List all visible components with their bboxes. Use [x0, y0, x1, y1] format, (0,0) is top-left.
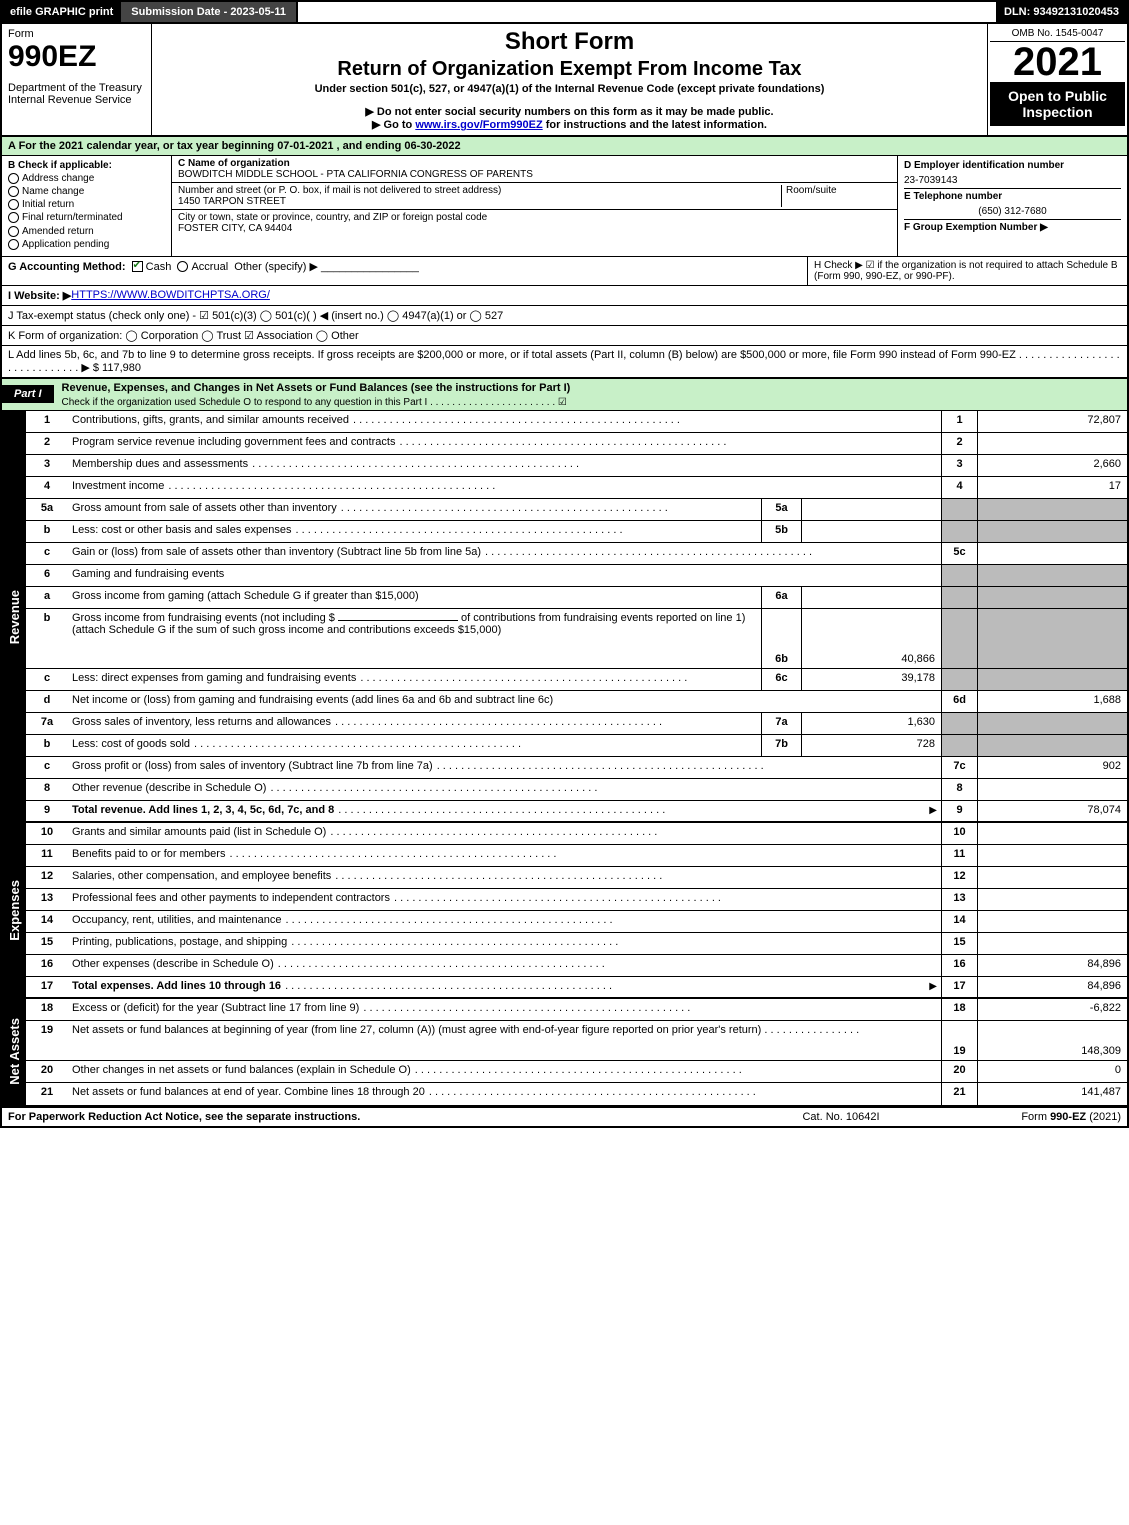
val-2 [977, 433, 1127, 454]
part1-header: Part I Revenue, Expenses, and Changes in… [0, 379, 1129, 411]
C-name-label: C Name of organization [178, 158, 891, 169]
footer-left: For Paperwork Reduction Act Notice, see … [8, 1111, 741, 1123]
side-expenses: Expenses [2, 823, 26, 999]
E-phone-label: E Telephone number [904, 188, 1121, 204]
expenses-section: Expenses 10Grants and similar amounts pa… [0, 823, 1129, 999]
website-link[interactable]: HTTPS://WWW.BOWDITCHPTSA.ORG/ [71, 289, 270, 302]
part1-title: Revenue, Expenses, and Changes in Net As… [62, 379, 1127, 397]
val-12 [977, 867, 1127, 888]
G-label: G Accounting Method: [8, 261, 126, 273]
chk-address-change[interactable]: Address change [8, 173, 165, 184]
val-3: 2,660 [977, 455, 1127, 476]
row-I: I Website: ▶ HTTPS://WWW.BOWDITCHPTSA.OR… [0, 286, 1129, 306]
room-suite-label: Room/suite [781, 185, 891, 207]
chk-name-change[interactable]: Name change [8, 186, 165, 197]
street-value: 1450 TARPON STREET [178, 196, 781, 207]
val-7a: 1,630 [801, 713, 941, 734]
efile-print-label: efile GRAPHIC print [2, 2, 121, 22]
val-10 [977, 823, 1127, 844]
subtitle-1: Under section 501(c), 527, or 4947(a)(1)… [158, 83, 981, 95]
val-8 [977, 779, 1127, 800]
H-text: H Check ▶ ☑ if the organization is not r… [807, 257, 1127, 285]
val-15 [977, 933, 1127, 954]
chk-application-pending[interactable]: Application pending [8, 239, 165, 250]
row-J: J Tax-exempt status (check only one) - ☑… [0, 306, 1129, 326]
val-21: 141,487 [977, 1083, 1127, 1105]
line-A: A For the 2021 calendar year, or tax yea… [0, 137, 1129, 156]
dept-treasury: Department of the Treasury [8, 82, 145, 94]
I-label: I Website: ▶ [8, 289, 71, 302]
val-18: -6,822 [977, 999, 1127, 1020]
row-GH: G Accounting Method: Cash Accrual Other … [0, 257, 1129, 286]
D-ein-label: D Employer identification number [904, 158, 1121, 173]
page-footer: For Paperwork Reduction Act Notice, see … [0, 1107, 1129, 1128]
phone-value: (650) 312-7680 [904, 204, 1121, 219]
street-label: Number and street (or P. O. box, if mail… [178, 185, 781, 196]
F-group-exempt: F Group Exemption Number ▶ [904, 219, 1121, 235]
dept-irs: Internal Revenue Service [8, 94, 145, 106]
city-label: City or town, state or province, country… [178, 212, 891, 223]
val-9: 78,074 [977, 801, 1127, 821]
part1-label: Part I [2, 385, 54, 403]
col-C: C Name of organization BOWDITCH MIDDLE S… [172, 156, 897, 256]
val-1: 72,807 [977, 411, 1127, 432]
city-value: FOSTER CITY, CA 94404 [178, 223, 891, 234]
chk-final-return[interactable]: Final return/terminated [8, 212, 165, 223]
irs-link[interactable]: www.irs.gov/Form990EZ [415, 119, 542, 131]
row-K: K Form of organization: ◯ Corporation ◯ … [0, 326, 1129, 346]
header-left: Form 990EZ Department of the Treasury In… [2, 24, 152, 135]
val-14 [977, 911, 1127, 932]
footer-center: Cat. No. 10642I [741, 1111, 941, 1123]
tax-year: 2021 [990, 42, 1125, 82]
chk-initial-return[interactable]: Initial return [8, 199, 165, 210]
submission-date: Submission Date - 2023-05-11 [121, 2, 298, 22]
form-number: 990EZ [8, 40, 145, 74]
title-return: Return of Organization Exempt From Incom… [158, 58, 981, 81]
side-netassets: Net Assets [2, 999, 26, 1105]
form-header: Form 990EZ Department of the Treasury In… [0, 24, 1129, 137]
G-other: Other (specify) ▶ [234, 261, 318, 273]
subtitle-3: ▶ Go to www.irs.gov/Form990EZ for instru… [158, 118, 981, 131]
val-4: 17 [977, 477, 1127, 498]
val-6b: 40,866 [801, 609, 941, 668]
val-5c [977, 543, 1127, 564]
B-label: B Check if applicable: [8, 160, 165, 171]
val-11 [977, 845, 1127, 866]
part1-check: Check if the organization used Schedule … [62, 397, 1127, 410]
input-6b-contrib[interactable] [338, 620, 458, 621]
header-right: OMB No. 1545-0047 2021 Open to Public In… [987, 24, 1127, 135]
val-6d: 1,688 [977, 691, 1127, 712]
org-name: BOWDITCH MIDDLE SCHOOL - PTA CALIFORNIA … [178, 169, 891, 180]
val-7b: 728 [801, 735, 941, 756]
col-B: B Check if applicable: Address change Na… [2, 156, 172, 256]
revenue-section: Revenue 1Contributions, gifts, grants, a… [0, 411, 1129, 823]
dln-label: DLN: 93492131020453 [996, 2, 1127, 22]
ein-value: 23-7039143 [904, 173, 1121, 188]
val-17: 84,896 [977, 977, 1127, 997]
title-short-form: Short Form [158, 28, 981, 56]
val-19: 148,309 [977, 1021, 1127, 1060]
val-7c: 902 [977, 757, 1127, 778]
open-to-public: Open to Public Inspection [990, 82, 1125, 126]
form-label: Form [8, 28, 145, 40]
footer-right: Form 990-EZ (2021) [941, 1111, 1121, 1123]
top-bar: efile GRAPHIC print Submission Date - 20… [0, 0, 1129, 24]
side-revenue: Revenue [2, 411, 26, 823]
chk-cash[interactable] [132, 261, 143, 272]
block-BCD: B Check if applicable: Address change Na… [0, 156, 1129, 257]
subtitle-2: ▶ Do not enter social security numbers o… [158, 105, 981, 118]
header-center: Short Form Return of Organization Exempt… [152, 24, 987, 135]
val-6c: 39,178 [801, 669, 941, 690]
row-L: L Add lines 5b, 6c, and 7b to line 9 to … [0, 346, 1129, 379]
col-D: D Employer identification number 23-7039… [897, 156, 1127, 256]
val-20: 0 [977, 1061, 1127, 1082]
val-13 [977, 889, 1127, 910]
val-16: 84,896 [977, 955, 1127, 976]
chk-amended-return[interactable]: Amended return [8, 226, 165, 237]
chk-accrual[interactable] [177, 261, 188, 272]
netassets-section: Net Assets 18Excess or (deficit) for the… [0, 999, 1129, 1107]
